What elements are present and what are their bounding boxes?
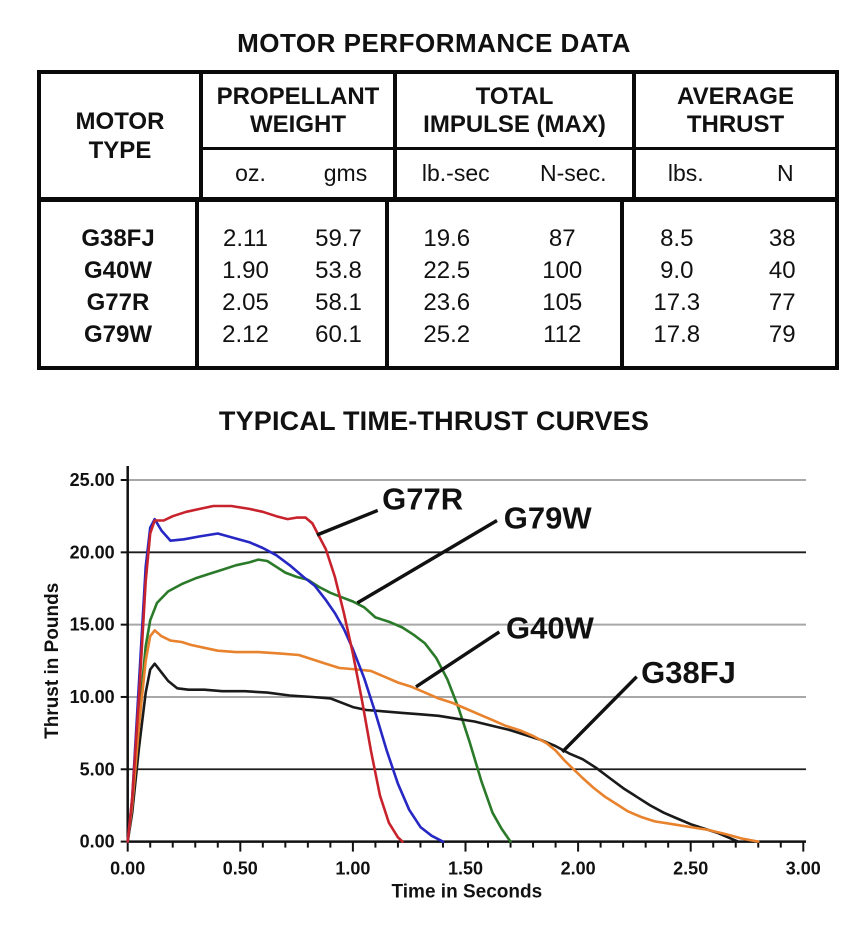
value-n: 77 [768, 289, 796, 316]
value-lb-sec: 23.6 [423, 289, 471, 316]
x-tick-label: 0.50 [223, 859, 258, 879]
table-row: 1.90 53.8 [199, 255, 385, 287]
average-thrust-label: AVERAGE THRUST [636, 74, 835, 150]
value-n: 38 [768, 225, 796, 252]
value-n: 40 [768, 257, 796, 284]
table-header: MOTOR TYPE PROPELLANT WEIGHT oz. gms TOT… [41, 74, 835, 202]
x-tick-label: 1.50 [448, 859, 483, 879]
value-gms: 53.8 [315, 257, 362, 284]
motor-name: G40W [83, 257, 152, 284]
value-oz: 2.05 [222, 289, 269, 316]
x-tick-label: 3.00 [786, 859, 821, 879]
unit-n-sec: N-sec. [540, 160, 607, 186]
y-tick-label: 25.00 [70, 470, 115, 490]
chart-title: TYPICAL TIME-THRUST CURVES [218, 406, 650, 436]
unit-gms: gms [323, 160, 368, 186]
header-average-thrust: AVERAGE THRUST lbs. N [636, 74, 835, 197]
average-thrust-column: 8.5 38 9.0 40 17.3 77 17.8 79 [624, 202, 835, 366]
motor-name: G79W [83, 321, 152, 348]
header-propellant-weight: PROPELLANT WEIGHT oz. gms [203, 74, 397, 197]
y-tick-label: 15.00 [70, 615, 115, 635]
callout-line-G38FJ [561, 675, 638, 754]
table-row: 17.8 79 [624, 319, 835, 351]
table-row: 2.11 59.7 [199, 223, 385, 255]
x-tick-label: 2.50 [673, 859, 708, 879]
header-motor-type: MOTOR TYPE [41, 74, 203, 197]
callout-line-G40W [415, 630, 501, 689]
curve-G38FJ [126, 662, 740, 843]
value-lb-sec: 19.6 [423, 225, 471, 252]
motor-type-label: MOTOR TYPE [75, 107, 165, 164]
value-n-sec: 100 [542, 257, 583, 284]
y-tick-label: 5.00 [80, 759, 115, 779]
time-thrust-chart: 0.00 5.00 10.00 15.00 20.00 25.00 0.00 0.50 1.00… [0, 440, 868, 924]
motor-performance-table: MOTOR TYPE PROPELLANT WEIGHT oz. gms TOT… [37, 70, 839, 370]
table-row: 23.6 105 [389, 287, 620, 319]
total-impulse-label: TOTAL IMPULSE (MAX) [397, 74, 632, 150]
curve-label-G40W: G40W [506, 610, 595, 645]
y-tick-label: 10.00 [70, 687, 115, 707]
value-n-sec: 87 [548, 225, 576, 252]
unit-lb-sec: lb.-sec [421, 160, 490, 186]
y-axis-title: Thrust in Pounds [42, 583, 63, 739]
value-gms: 58.1 [315, 289, 362, 316]
value-oz: 2.12 [222, 321, 269, 348]
curve-G40W [126, 629, 760, 843]
callout-line-G77R [316, 508, 379, 537]
value-n-sec: 105 [542, 289, 583, 316]
curve-label-G79W: G79W [504, 500, 593, 535]
value-lb-sec: 25.2 [423, 321, 471, 348]
motor-name: G38FJ [81, 225, 155, 252]
value-gms: 60.1 [315, 321, 362, 348]
table-body: G38FJ G40W G77R G79W 2.11 59.7 1.90 53.8 2… [41, 202, 835, 366]
x-axis-title: Time in Seconds [392, 882, 543, 903]
table-row: 2.12 60.1 [199, 319, 385, 351]
propellant-weight-column: 2.11 59.7 1.90 53.8 2.05 58.1 2.12 60.1 [199, 202, 389, 366]
table-row: 22.5 100 [389, 255, 620, 287]
curve-G79W [126, 558, 512, 843]
unit-lbs: lbs. [667, 160, 704, 186]
page-title: MOTOR PERFORMANCE DATA [237, 28, 631, 58]
unit-oz: oz. [235, 160, 266, 186]
table-row: 9.0 40 [624, 255, 835, 287]
value-lbs: 17.3 [653, 289, 701, 316]
value-n: 79 [768, 321, 796, 348]
value-n-sec: 112 [543, 321, 582, 348]
curve-label-G38FJ: G38FJ [641, 655, 736, 690]
x-tick-label: 0.00 [110, 859, 145, 879]
value-oz: 2.11 [223, 225, 268, 252]
curve-G77R [126, 504, 404, 843]
table-row: 17.3 77 [624, 287, 835, 319]
table-row: 8.5 38 [624, 223, 835, 255]
curve-label-G77R: G77R [382, 482, 463, 517]
propellant-weight-label: PROPELLANT WEIGHT [203, 74, 393, 150]
unit-n: N [776, 160, 794, 186]
y-tick-label: 20.00 [70, 542, 115, 562]
x-tick-label: 1.00 [335, 859, 370, 879]
y-tick-label: 0.00 [80, 832, 115, 852]
table-row: 25.2 112 [389, 319, 620, 351]
callout-line-G79W [356, 519, 498, 605]
value-lbs: 8.5 [660, 225, 694, 252]
table-row: 19.6 87 [389, 223, 620, 255]
x-tick-label: 2.00 [561, 859, 596, 879]
total-impulse-column: 19.6 87 22.5 100 23.6 105 25.2 112 [389, 202, 624, 366]
value-gms: 59.7 [315, 225, 362, 252]
motor-name-column: G38FJ G40W G77R G79W [41, 202, 199, 366]
time-thrust-chart-svg: 0.00 5.00 10.00 15.00 20.00 25.00 0.00 0.50 1.00… [42, 466, 821, 903]
motor-name: G77R [86, 289, 150, 316]
value-lb-sec: 22.5 [423, 257, 471, 284]
value-lbs: 17.8 [653, 321, 701, 348]
value-lbs: 9.0 [660, 257, 694, 284]
table-row: 2.05 58.1 [199, 287, 385, 319]
header-total-impulse: TOTAL IMPULSE (MAX) lb.-sec N-sec. [397, 74, 636, 197]
value-oz: 1.90 [222, 257, 269, 284]
